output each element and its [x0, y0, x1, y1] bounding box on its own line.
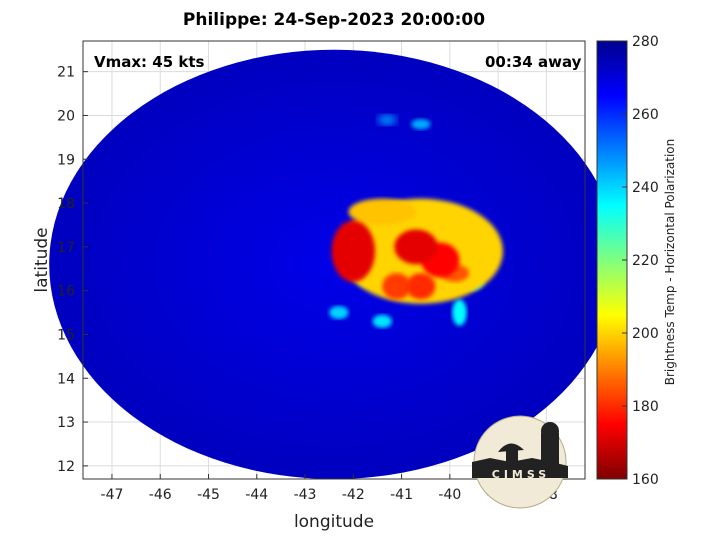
- y-tick-label: 18: [57, 196, 75, 212]
- colorbar-tick-label: 240: [632, 180, 659, 196]
- convection-feature: [406, 273, 436, 300]
- colorbar-tick-label: 160: [632, 472, 659, 488]
- y-tick-label: 20: [57, 108, 75, 124]
- colorbar-label: Brightness Temp - Horizontal Polarizatio…: [663, 138, 677, 386]
- colorbar-tick-label: 280: [632, 34, 659, 50]
- x-axis-label: longitude: [293, 512, 375, 532]
- convection-feature: [382, 273, 412, 300]
- chart-title: Philippe: 24-Sep-2023 20:00:00: [182, 10, 486, 30]
- plot-frame: [82, 40, 586, 480]
- convection-feature: [329, 305, 349, 320]
- convection-feature: [411, 118, 431, 130]
- time-away-label: 00:34 away: [485, 53, 582, 71]
- y-tick-label: 15: [57, 327, 75, 343]
- x-tick-label: -47: [101, 487, 124, 503]
- x-tick-label: -40: [438, 487, 461, 503]
- y-tick-label: 14: [57, 371, 75, 387]
- y-tick-label: 21: [57, 65, 75, 81]
- logo-text: CIMSS: [492, 468, 550, 481]
- y-tick-label: 12: [57, 459, 75, 475]
- x-tick-label: -42: [342, 487, 365, 503]
- vmax-label: Vmax: 45 kts: [94, 53, 205, 71]
- y-tick-label: 13: [57, 415, 75, 431]
- x-tick-label: -44: [245, 487, 268, 503]
- colorbar-tick-label: 180: [632, 399, 659, 415]
- colorbar-tick-label: 220: [632, 253, 659, 269]
- convection-feature: [348, 198, 417, 225]
- y-tick-label: 17: [57, 240, 75, 256]
- y-tick-label: 16: [57, 284, 75, 300]
- convection-feature: [377, 114, 397, 126]
- x-tick-label: -45: [197, 487, 220, 503]
- convection-feature: [394, 229, 438, 265]
- colorbar-tick-label: 260: [632, 107, 659, 123]
- cimss-logo: CIMSS: [472, 415, 568, 509]
- y-tick-label: 19: [57, 152, 75, 168]
- colorbar-tick-label: 200: [632, 326, 659, 342]
- colorbar-ticks: 160 180 200 220 240 260 280: [622, 34, 659, 488]
- convection-features: [329, 114, 503, 328]
- y-axis-label: latitude: [32, 227, 52, 293]
- x-tick-label: -41: [390, 487, 413, 503]
- x-tick-label: -43: [294, 487, 317, 503]
- convection-feature: [372, 314, 392, 328]
- convection-feature: [452, 299, 467, 326]
- convection-feature: [331, 220, 376, 282]
- x-tick-label: -46: [149, 487, 172, 503]
